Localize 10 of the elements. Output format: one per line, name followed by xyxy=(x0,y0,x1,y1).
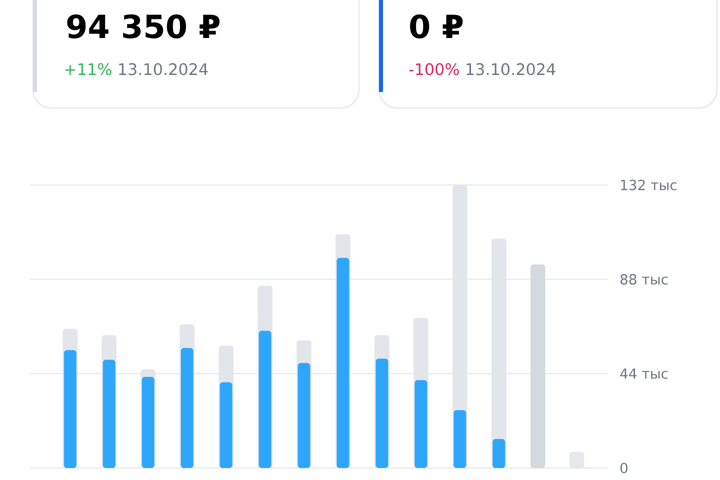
y-tick-label: 88 тыс xyxy=(620,274,668,285)
text: 13.10.2024 xyxy=(119,63,208,76)
y-tick-label: 132 тыс xyxy=(621,180,677,190)
text: -100% xyxy=(409,63,459,76)
y-tick-label: 0 xyxy=(620,462,628,474)
text: 94 350 ₽ xyxy=(67,14,220,38)
y-tick-label: 44 тыс xyxy=(620,368,668,379)
text: 13.10.2024 xyxy=(466,63,556,76)
text: 0 ₽ xyxy=(410,14,463,38)
text: +11% xyxy=(65,63,112,76)
